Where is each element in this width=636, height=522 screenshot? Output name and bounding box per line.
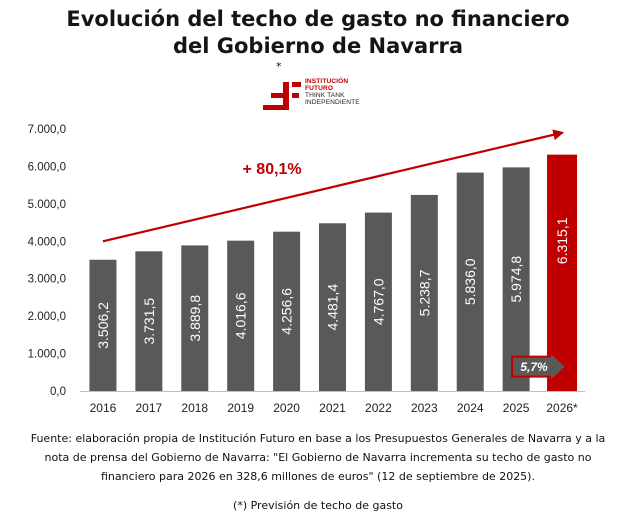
bar-value-label: 6.315,1 <box>554 217 570 264</box>
x-tick-label: 2026* <box>546 401 578 415</box>
bar <box>227 240 255 391</box>
bar <box>547 154 578 391</box>
x-tick-label: 2025 <box>503 401 530 415</box>
x-tick-label: 2016 <box>90 401 117 415</box>
source-note: Fuente: elaboración propia de Institució… <box>0 429 636 486</box>
logo-line-2: FUTURO <box>305 84 334 92</box>
y-tick-label: 6.000,0 <box>28 161 66 173</box>
bar-value-label: 5.238,7 <box>416 269 432 316</box>
x-tick-label: 2023 <box>411 401 438 415</box>
bar <box>456 172 484 391</box>
asterisk-mark: * <box>276 60 282 73</box>
y-tick-label: 0,0 <box>50 386 66 398</box>
x-tick-label: 2024 <box>457 401 484 415</box>
logo-line-1: INSTITUCIÓN <box>305 78 349 85</box>
source-line-2: nota de prensa del Gobierno de Navarra: … <box>44 451 592 464</box>
bar <box>181 245 209 391</box>
chart-title-line-2: del Gobierno de Navarra <box>172 34 464 58</box>
bar <box>364 212 392 391</box>
y-tick-label: 1.000,0 <box>28 349 66 361</box>
bar-value-label: 5.974,8 <box>508 256 524 303</box>
growth-badge-arrow <box>511 349 568 384</box>
bar-value-label: 5.836,0 <box>462 258 478 305</box>
chart-title-line-1: Evolución del techo de gasto no financie… <box>66 7 570 31</box>
bar-value-label: 4.256,6 <box>279 288 295 335</box>
footnote: (*) Previsión de techo de gasto <box>233 499 403 512</box>
bar <box>89 259 117 391</box>
bar-value-label: 4.767,0 <box>370 278 386 325</box>
trend-arrow-label: + 80,1% <box>243 161 302 178</box>
bar-value-label: 4.016,6 <box>233 292 249 339</box>
bar <box>319 223 346 391</box>
bar-value-label: 4.481,4 <box>325 284 341 331</box>
source-line-1: Fuente: elaboración propia de Institució… <box>30 432 606 445</box>
logo-text: INSTITUCIÓN FUTURO THINK TANK INDEPENDIE… <box>305 78 360 107</box>
bar <box>135 251 163 391</box>
y-tick-label: 7.000,0 <box>28 124 66 136</box>
institucion-futuro-logo: * INSTITUCIÓN FUTURO THINK TANK INDEPEND… <box>256 60 366 120</box>
source-line-3: financiero para 2026 en 328,6 millones d… <box>101 470 535 483</box>
chart-title: Evolución del techo de gasto no financie… <box>0 6 636 60</box>
x-tick-label: 2018 <box>181 401 208 415</box>
bar <box>502 167 530 391</box>
logo-line-3: THINK TANK <box>305 91 345 99</box>
y-tick-label: 2.000,0 <box>28 311 66 323</box>
growth-badge-label: 5,7% <box>520 360 548 374</box>
x-tick-label: 2021 <box>319 401 346 415</box>
x-tick-label: 2019 <box>227 401 254 415</box>
x-tick-label: 2017 <box>136 401 163 415</box>
x-tick-label: 2020 <box>273 401 300 415</box>
bar-value-label: 3.731,5 <box>141 298 157 345</box>
institucion-futuro-logo-icon <box>263 82 301 110</box>
bar-value-label: 3.889,8 <box>187 295 203 342</box>
y-tick-label: 4.000,0 <box>28 236 66 248</box>
bar <box>273 231 301 391</box>
logo-line-4: INDEPENDIENTE <box>305 98 360 106</box>
x-tick-label: 2022 <box>365 401 392 415</box>
y-tick-label: 5.000,0 <box>28 199 66 211</box>
y-tick-label: 3.000,0 <box>28 274 66 286</box>
trend-arrow <box>102 129 565 243</box>
bar <box>410 194 438 391</box>
bar-value-label: 3.506,2 <box>95 302 111 349</box>
